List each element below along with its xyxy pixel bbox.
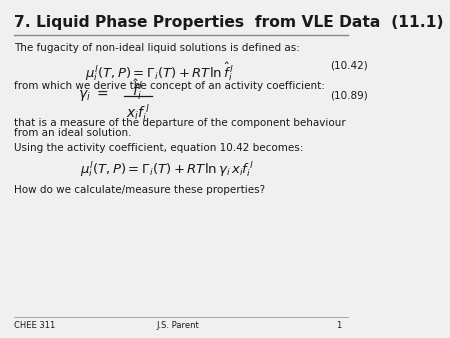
Text: (10.42): (10.42) bbox=[330, 60, 368, 70]
Text: from which we derive the concept of an activity coefficient:: from which we derive the concept of an a… bbox=[14, 81, 325, 91]
Text: $\hat{f}_i^{\,l}$: $\hat{f}_i^{\,l}$ bbox=[132, 78, 144, 102]
Text: $\mu_i^l(T,P) = \Gamma_i(T) + RT\ln\gamma_i\, x_i f_i^{\,l}$: $\mu_i^l(T,P) = \Gamma_i(T) + RT\ln\gamm… bbox=[80, 160, 254, 179]
Text: CHEE 311: CHEE 311 bbox=[14, 321, 55, 330]
Text: J.S. Parent: J.S. Parent bbox=[156, 321, 199, 330]
Text: Using the activity coefficient, equation 10.42 becomes:: Using the activity coefficient, equation… bbox=[14, 143, 304, 153]
Text: 1: 1 bbox=[336, 321, 341, 330]
Text: from an ideal solution.: from an ideal solution. bbox=[14, 128, 132, 138]
Text: The fugacity of non-ideal liquid solutions is defined as:: The fugacity of non-ideal liquid solutio… bbox=[14, 43, 300, 53]
Text: 7. Liquid Phase Properties  from VLE Data  (11.1): 7. Liquid Phase Properties from VLE Data… bbox=[14, 15, 444, 30]
Text: (10.89): (10.89) bbox=[330, 91, 368, 101]
Text: How do we calculate/measure these properties?: How do we calculate/measure these proper… bbox=[14, 185, 265, 195]
Text: $\gamma_i\ =$: $\gamma_i\ =$ bbox=[78, 89, 108, 103]
Text: $x_i f_i^{\,l}$: $x_i f_i^{\,l}$ bbox=[126, 102, 150, 124]
Text: that is a measure of the departure of the component behaviour: that is a measure of the departure of th… bbox=[14, 118, 346, 128]
Text: $\mu_i^l(T,P) = \Gamma_i(T) + RT\ln\hat{f}_i^{\,l}$: $\mu_i^l(T,P) = \Gamma_i(T) + RT\ln\hat{… bbox=[86, 61, 234, 83]
